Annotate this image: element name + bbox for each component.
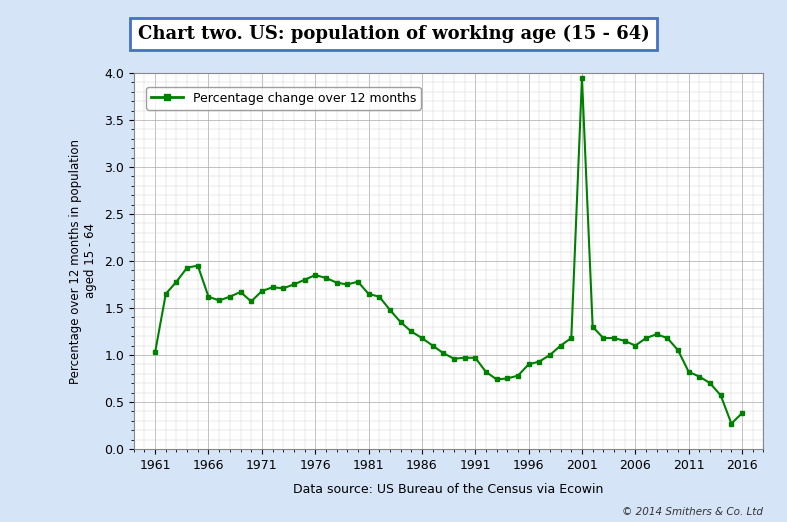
Text: © 2014 Smithers & Co. Ltd: © 2014 Smithers & Co. Ltd xyxy=(623,507,763,517)
Legend: Percentage change over 12 months: Percentage change over 12 months xyxy=(146,87,421,110)
Y-axis label: Percentage over 12 months in population
aged 15 - 64: Percentage over 12 months in population … xyxy=(69,138,97,384)
Text: Chart two. US: population of working age (15 - 64): Chart two. US: population of working age… xyxy=(138,25,649,43)
X-axis label: Data source: US Bureau of the Census via Ecowin: Data source: US Bureau of the Census via… xyxy=(294,483,604,496)
